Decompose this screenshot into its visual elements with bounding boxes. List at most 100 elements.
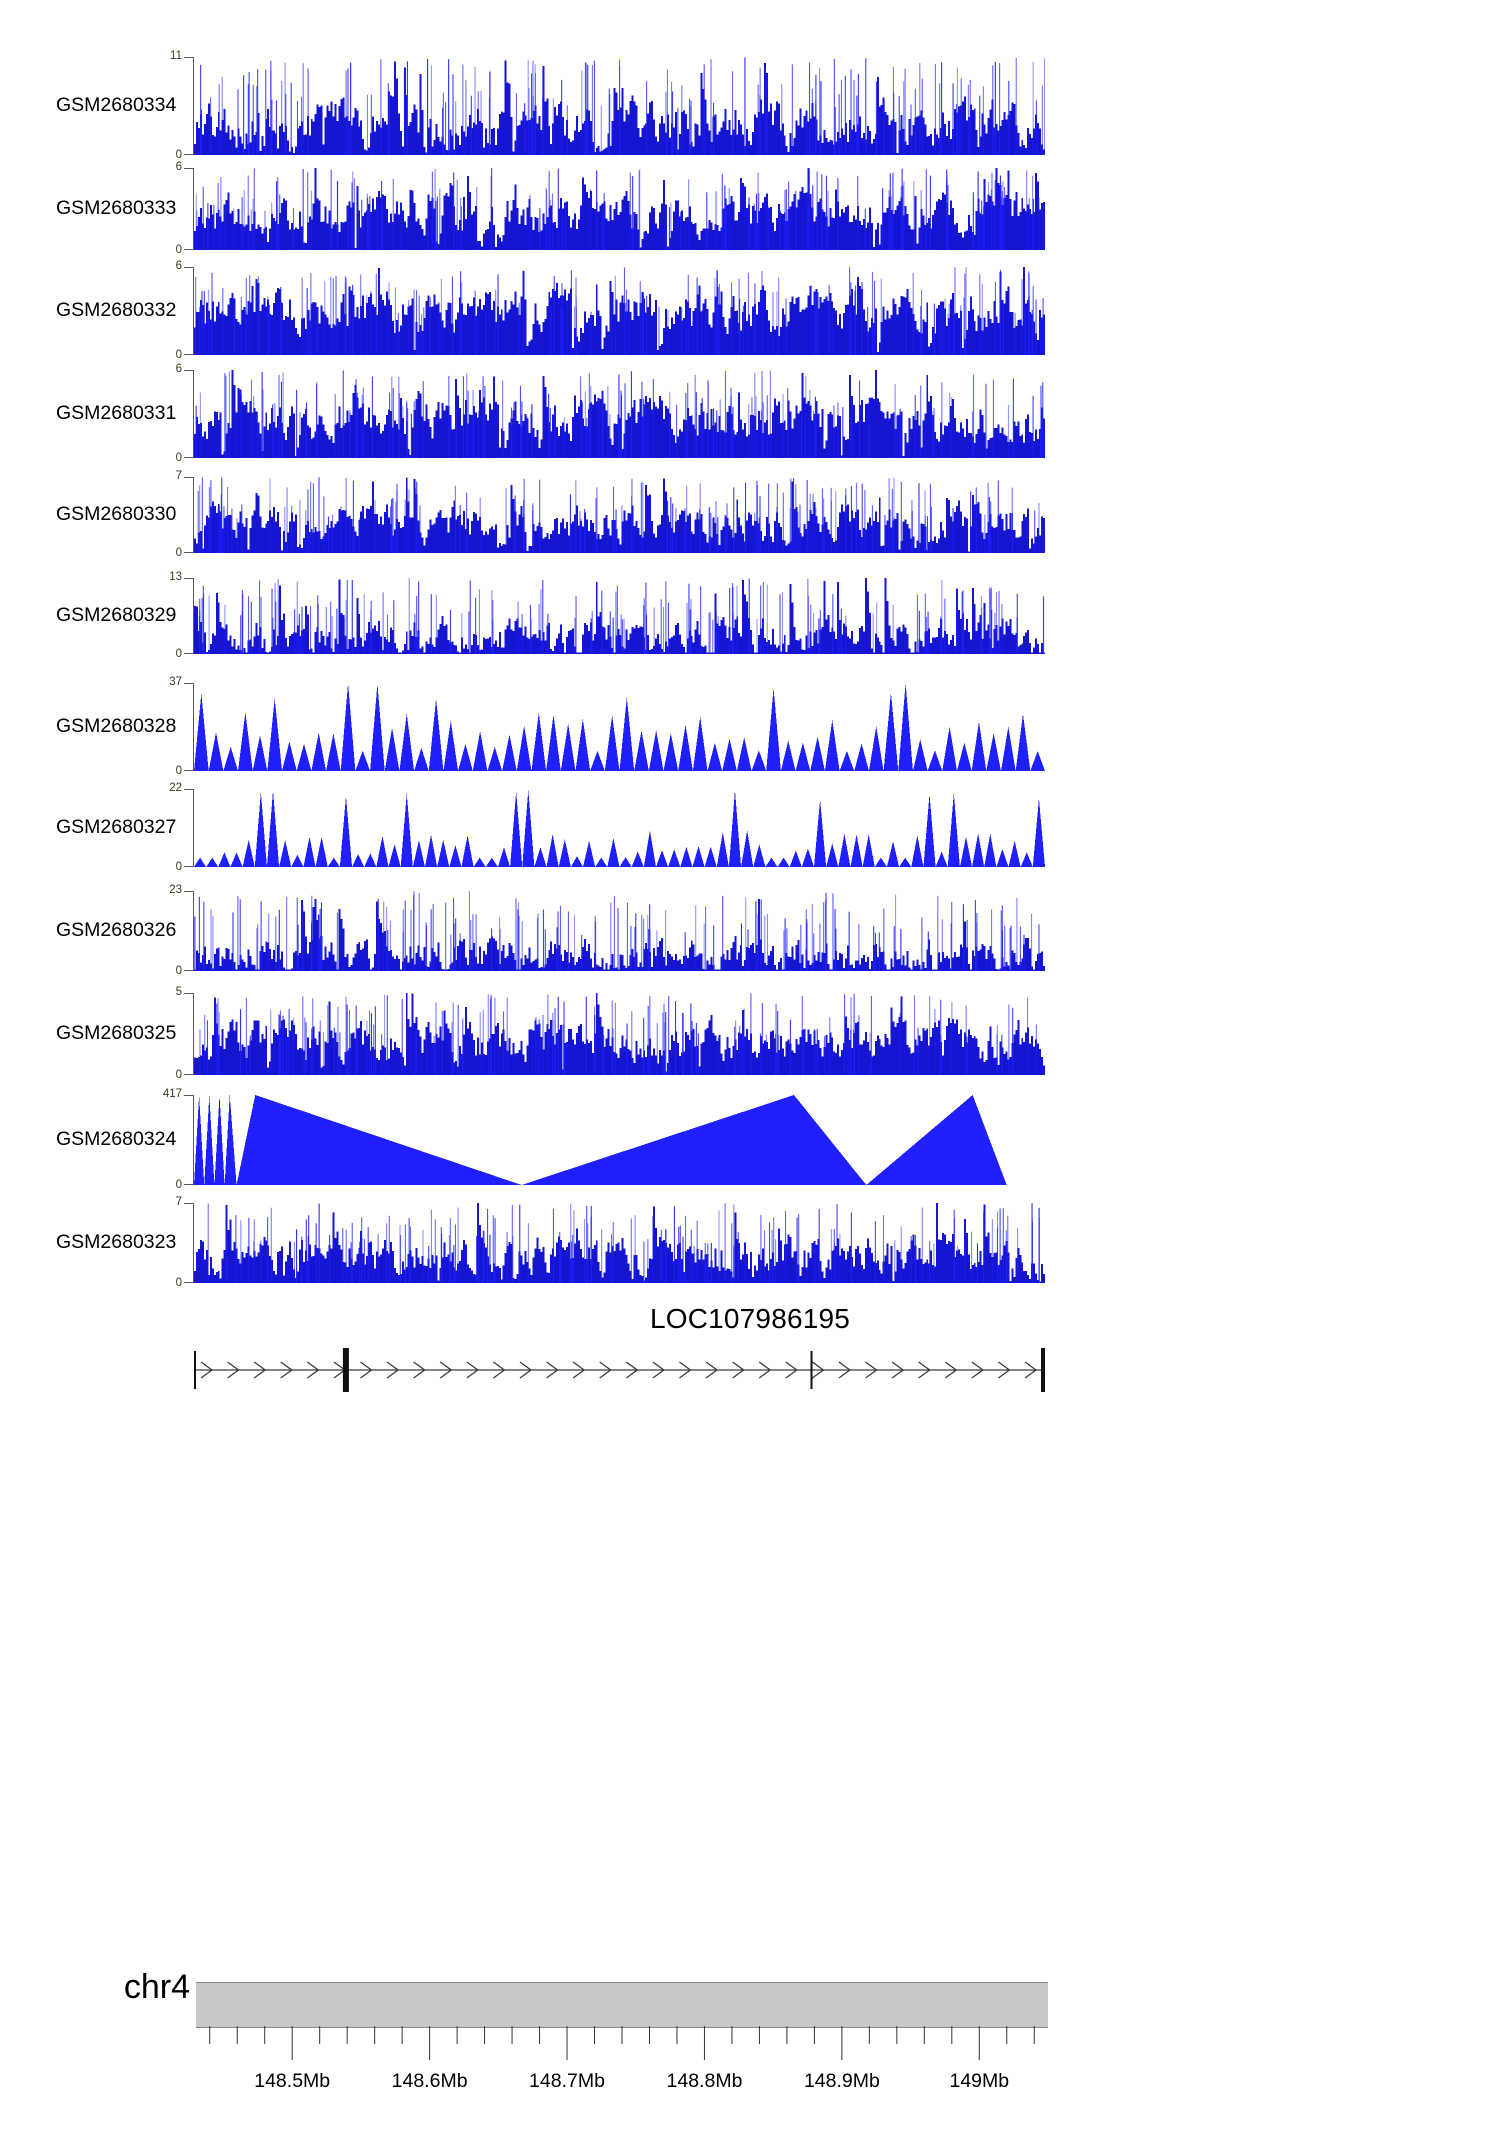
y-axis-tick <box>184 578 193 579</box>
strand-arrow-icon <box>625 1361 639 1379</box>
y-axis-tick <box>184 1282 193 1283</box>
y-axis-min-label: 0 <box>175 764 182 777</box>
y-axis-tick <box>184 789 193 790</box>
y-axis-line <box>193 1203 194 1283</box>
y-axis-line <box>193 789 194 867</box>
coverage-track[interactable]: GSM2680325 5 0 <box>0 986 1500 1080</box>
axis-tick-label: 148.7Mb <box>529 2070 605 2092</box>
strand-arrow-icon <box>652 1361 665 1379</box>
strand-arrow-icon <box>493 1361 506 1379</box>
track-label: GSM2680334 <box>56 94 177 116</box>
y-axis-tick <box>184 267 193 268</box>
coverage-track[interactable]: GSM2680334 11 0 <box>0 50 1500 160</box>
y-axis-min-label: 0 <box>175 148 182 161</box>
strand-arrow-icon <box>413 1361 426 1379</box>
strand-arrow-icon <box>253 1361 267 1379</box>
gene-model-track[interactable] <box>193 1340 1045 1400</box>
y-axis-tick <box>184 168 193 169</box>
coverage-track[interactable]: GSM2680324 417 0 <box>0 1088 1500 1190</box>
y-axis-tick <box>184 154 193 155</box>
track-label: GSM2680330 <box>56 503 177 525</box>
coverage-spikes <box>195 370 1044 458</box>
track-plot-area[interactable]: 37 0 <box>169 676 1045 776</box>
strand-arrow-icon <box>599 1361 612 1379</box>
y-axis-max-label: 7 <box>175 470 182 482</box>
coverage-area <box>194 57 1045 155</box>
y-axis-max-label: 6 <box>175 161 182 173</box>
strand-arrow-icon <box>466 1361 479 1379</box>
strand-arrow-icon <box>439 1361 453 1379</box>
strand-arrow-icon <box>944 1361 958 1379</box>
strand-arrow-icon <box>679 1361 692 1379</box>
track-label: GSM2680324 <box>56 1128 177 1150</box>
y-axis-max-label: 6 <box>175 260 182 272</box>
strand-arrow-icon <box>306 1361 320 1379</box>
track-plot-area[interactable]: 417 0 <box>163 1088 1045 1190</box>
genome-axis-ruler: 148.5Mb 148.6Mb 148.7Mb 148.8Mb 148.9Mb 149Mb <box>196 2026 1048 2122</box>
y-axis-line <box>193 477 194 553</box>
gene-exon-block <box>810 1351 813 1389</box>
track-label: GSM2680325 <box>56 1022 177 1044</box>
strand-arrow-icon <box>360 1361 373 1379</box>
track-label: GSM2680331 <box>56 402 177 424</box>
axis-tick-label: 148.8Mb <box>666 2070 743 2092</box>
y-axis-min-label: 0 <box>175 243 182 256</box>
y-axis-max-label: 7 <box>175 1196 182 1208</box>
y-axis-tick <box>184 1074 193 1075</box>
strand-arrow-icon <box>1024 1361 1038 1379</box>
y-axis-max-label: 23 <box>169 884 182 896</box>
y-axis-max-label: 11 <box>170 50 182 62</box>
y-axis-line <box>193 683 194 771</box>
track-plot-area[interactable]: 23 0 <box>169 884 1045 976</box>
axis-tick-label: 148.9Mb <box>803 2070 880 2092</box>
y-axis-tick <box>184 770 193 771</box>
y-axis-min-label: 0 <box>175 1178 182 1191</box>
y-axis-min-label: 0 <box>175 860 182 873</box>
coverage-track[interactable]: GSM2680326 23 0 <box>0 884 1500 976</box>
coverage-track[interactable]: GSM2680330 7 0 <box>0 470 1500 558</box>
y-axis-tick <box>184 993 193 994</box>
y-axis-min-label: 0 <box>175 451 182 464</box>
coverage-track[interactable]: GSM2680333 6 0 <box>0 161 1500 255</box>
y-axis-line <box>193 57 194 155</box>
coverage-track[interactable]: GSM2680323 7 0 <box>0 1196 1500 1288</box>
track-plot-area[interactable]: 11 0 <box>170 50 1045 160</box>
ideogram-band <box>196 1982 1048 2028</box>
coverage-area <box>194 993 1045 1075</box>
coverage-spikes <box>198 578 1045 654</box>
y-axis-tick <box>184 552 193 553</box>
coverage-track[interactable]: GSM2680329 13 0 <box>0 571 1500 659</box>
ruler-svg <box>209 2026 1035 2060</box>
coverage-track[interactable]: GSM2680327 22 0 <box>0 782 1500 872</box>
coverage-area <box>194 267 1045 355</box>
strand-arrow-icon <box>705 1361 719 1379</box>
coverage-spikes <box>195 267 1044 355</box>
coverage-track[interactable]: GSM2680331 6 0 <box>0 363 1500 463</box>
coverage-area <box>194 789 1045 867</box>
strand-arrow-icon <box>971 1361 984 1379</box>
y-axis-min-label: 0 <box>175 1276 182 1289</box>
y-axis-tick <box>184 457 193 458</box>
coverage-area <box>194 1203 1045 1283</box>
axis-tick-label: 148.6Mb <box>391 2070 468 2092</box>
strand-arrow-icon <box>280 1361 293 1379</box>
gene-exon-block <box>1041 1348 1045 1392</box>
coverage-spikes <box>207 1203 1040 1283</box>
y-axis-line <box>193 578 194 654</box>
coverage-track[interactable]: GSM2680332 6 0 <box>0 260 1500 360</box>
y-axis-tick <box>184 891 193 892</box>
track-plot-area[interactable]: 22 0 <box>169 782 1045 872</box>
track-plot-area[interactable]: 13 0 <box>169 571 1045 659</box>
strand-arrow-icon <box>386 1361 400 1379</box>
y-axis-max-label: 417 <box>162 1088 182 1100</box>
coverage-track[interactable]: GSM2680328 37 0 <box>0 676 1500 776</box>
gene-exon-block <box>342 1348 349 1392</box>
coverage-area <box>194 891 1045 971</box>
